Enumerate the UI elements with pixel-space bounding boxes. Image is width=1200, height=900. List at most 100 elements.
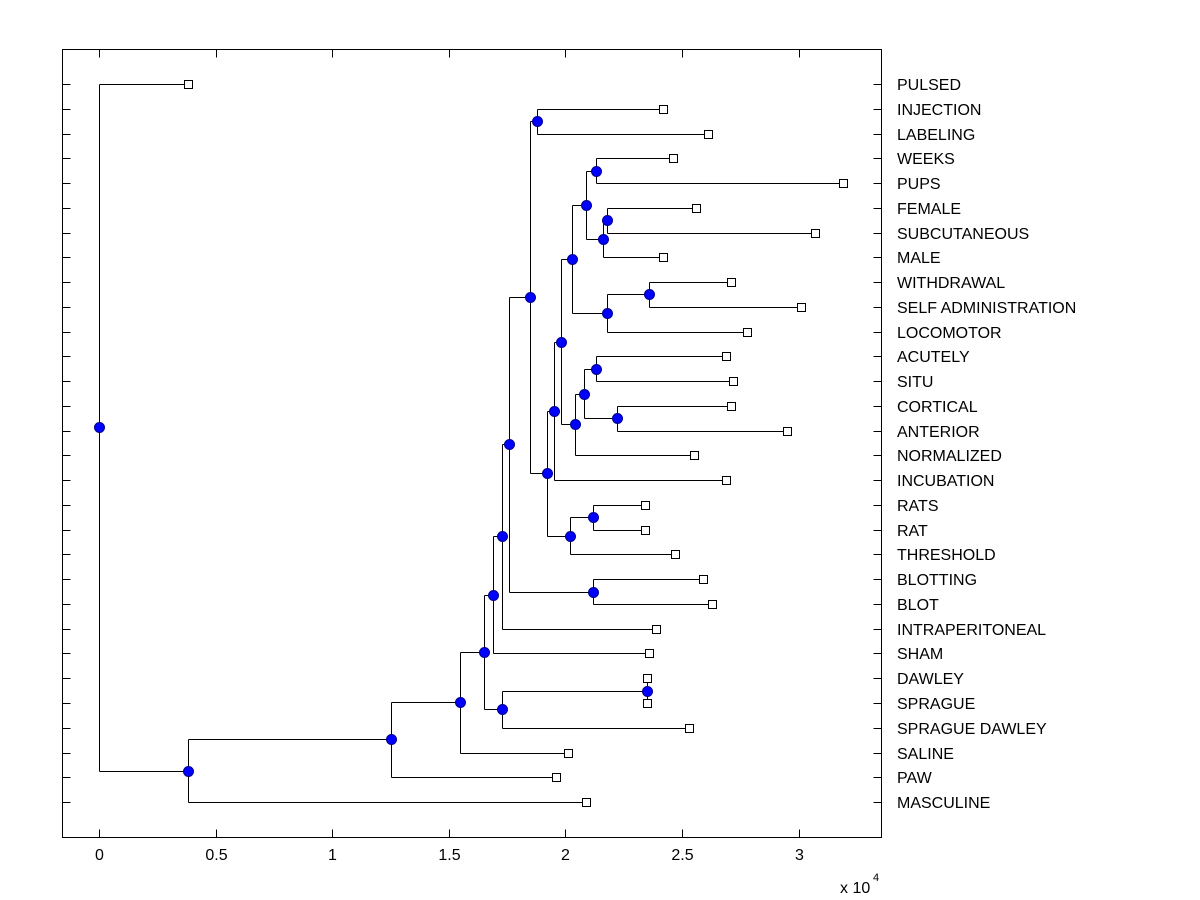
leaf-label: MALE xyxy=(897,250,941,267)
node-marker xyxy=(612,413,623,424)
leaf-label: CORTICAL xyxy=(897,399,978,416)
leaf-marker xyxy=(699,575,708,584)
node-marker xyxy=(591,166,602,177)
node-marker xyxy=(532,116,543,127)
node-marker xyxy=(479,647,490,658)
leaf-marker xyxy=(839,179,848,188)
leaf-marker xyxy=(184,80,193,89)
node-marker xyxy=(644,289,655,300)
leaf-label: THRESHOLD xyxy=(897,547,996,564)
leaf-label: WITHDRAWAL xyxy=(897,275,1005,292)
leaf-label: SELF ADMINISTRATION xyxy=(897,300,1076,317)
leaf-marker xyxy=(645,649,654,658)
leaf-label: PAW xyxy=(897,770,933,787)
node-marker xyxy=(588,587,599,598)
leaf-label: BLOTTING xyxy=(897,572,977,589)
node-marker xyxy=(567,254,578,265)
leaf-marker xyxy=(582,798,591,807)
node-marker xyxy=(504,439,515,450)
leaf-marker xyxy=(708,600,717,609)
node-marker xyxy=(579,389,590,400)
axis-ticks xyxy=(62,49,882,838)
axes-box xyxy=(62,49,882,838)
node-marker xyxy=(497,531,508,542)
leaf-marker xyxy=(727,402,736,411)
leaf-label: FEMALE xyxy=(897,201,961,218)
leaf-label: SITU xyxy=(897,374,933,391)
leaf-marker xyxy=(643,699,652,708)
leaf-marker xyxy=(729,377,738,386)
leaf-label: DAWLEY xyxy=(897,671,964,688)
leaf-marker xyxy=(671,550,680,559)
node-marker xyxy=(602,215,613,226)
leaf-label: LOCOMOTOR xyxy=(897,325,1002,342)
node-marker xyxy=(525,292,536,303)
node-marker xyxy=(598,234,609,245)
x-multiplier-label: x 10 xyxy=(840,880,870,897)
leaf-label: RAT xyxy=(897,523,928,540)
node-marker xyxy=(497,704,508,715)
leaf-markers xyxy=(184,80,848,807)
leaf-marker xyxy=(722,352,731,361)
x-multiplier-exponent: 4 xyxy=(873,872,879,884)
node-marker xyxy=(581,200,592,211)
leaf-label: SPRAGUE xyxy=(897,696,975,713)
node-marker xyxy=(642,686,653,697)
leaf-marker xyxy=(659,105,668,114)
leaf-label: MASCULINE xyxy=(897,795,990,812)
node-marker xyxy=(570,419,581,430)
leaf-marker xyxy=(797,303,806,312)
x-tick-label: 0 xyxy=(95,847,104,864)
leaf-label: ACUTELY xyxy=(897,349,970,366)
leaf-marker xyxy=(811,229,820,238)
leaf-label: WEEKS xyxy=(897,151,955,168)
node-marker xyxy=(183,766,194,777)
leaf-label: LABELING xyxy=(897,127,975,144)
leaf-label: PUPS xyxy=(897,176,941,193)
node-marker xyxy=(591,364,602,375)
node-marker xyxy=(455,697,466,708)
leaf-marker xyxy=(643,674,652,683)
node-markers xyxy=(94,116,655,777)
leaf-marker xyxy=(564,749,573,758)
leaf-label: SHAM xyxy=(897,646,943,663)
x-tick-label: 0.5 xyxy=(205,847,227,864)
leaf-label: SPRAGUE DAWLEY xyxy=(897,721,1047,738)
leaf-marker xyxy=(659,253,668,262)
x-tick-label: 3 xyxy=(795,847,804,864)
node-marker xyxy=(386,734,397,745)
leaf-marker xyxy=(641,501,650,510)
leaf-label: SUBCUTANEOUS xyxy=(897,226,1029,243)
x-tick-label: 1.5 xyxy=(438,847,460,864)
leaf-marker xyxy=(722,476,731,485)
node-marker xyxy=(94,422,105,433)
leaf-label: PULSED xyxy=(897,77,961,94)
x-tick-label: 1 xyxy=(328,847,337,864)
leaf-label: SALINE xyxy=(897,746,954,763)
leaf-label: RATS xyxy=(897,498,938,515)
leaf-marker xyxy=(692,204,701,213)
leaf-label: NORMALIZED xyxy=(897,448,1002,465)
leaf-marker xyxy=(685,724,694,733)
leaf-labels: PULSED INJECTION LABELING WEEKS PUPS FEMALE SU… xyxy=(897,77,1076,812)
leaf-label: INJECTION xyxy=(897,102,981,119)
leaf-label: INTRAPERITONEAL xyxy=(897,622,1046,639)
leaf-marker xyxy=(727,278,736,287)
node-marker xyxy=(602,308,613,319)
leaf-marker xyxy=(652,625,661,634)
node-marker xyxy=(556,337,567,348)
x-tick-labels: 0 0.5 1 1.5 2 2.5 3 xyxy=(95,847,804,864)
x-tick-label: 2 xyxy=(561,847,570,864)
node-marker xyxy=(549,406,560,417)
leaf-marker xyxy=(641,526,650,535)
leaf-marker xyxy=(690,451,699,460)
leaf-label: BLOT xyxy=(897,597,939,614)
node-marker xyxy=(588,512,599,523)
leaf-label: ANTERIOR xyxy=(897,424,980,441)
leaf-marker xyxy=(552,773,561,782)
leaf-marker xyxy=(783,427,792,436)
leaf-label: INCUBATION xyxy=(897,473,994,490)
leaf-marker xyxy=(669,154,678,163)
node-marker xyxy=(565,531,576,542)
